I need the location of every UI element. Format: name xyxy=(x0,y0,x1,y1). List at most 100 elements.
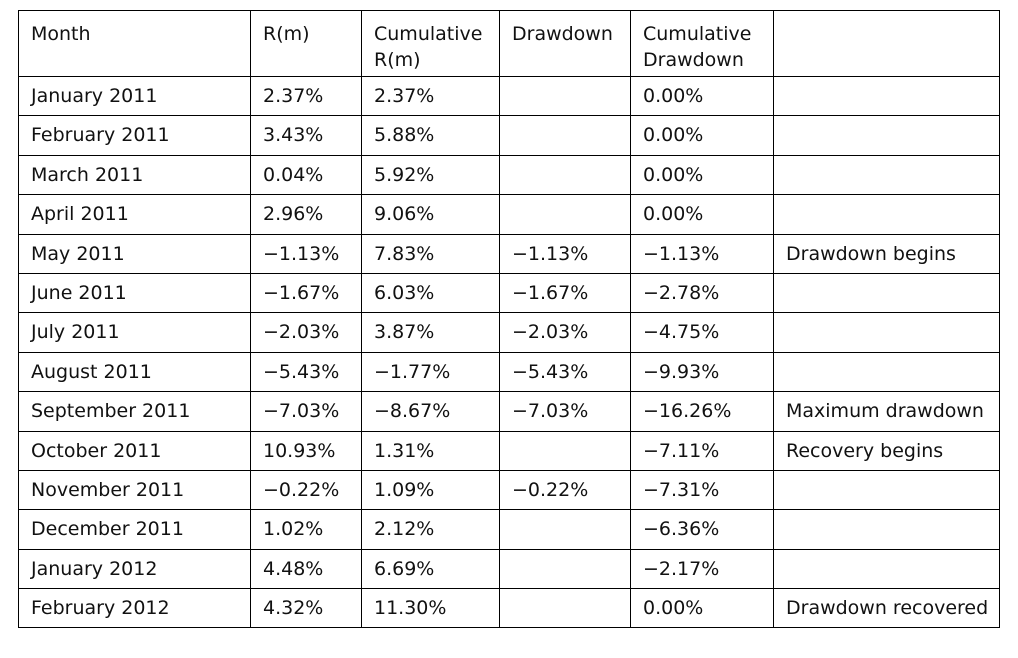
month-cell: November 2011 xyxy=(18,469,251,511)
cumulative-return-cell: 9.06% xyxy=(361,194,500,235)
cumulative-return-cell: −1.77% xyxy=(361,351,500,393)
note-cell xyxy=(773,75,1000,117)
cumulative-drawdown-cell: −4.75% xyxy=(630,312,774,353)
table-row: May 2011 −1.13% 7.83% −1.13% −1.13% Drawdown … xyxy=(18,233,1000,274)
return-cell: 2.96% xyxy=(250,194,362,235)
month-cell: January 2011 xyxy=(18,75,251,117)
return-cell: 0.04% xyxy=(250,154,362,196)
cumulative-drawdown-cell: −7.11% xyxy=(630,430,774,471)
table-row: October 2011 10.93% 1.31% −7.11% Recovery be… xyxy=(18,430,1000,471)
return-cell: 4.32% xyxy=(250,588,362,629)
cumulative-drawdown-cell: 0.00% xyxy=(630,115,774,156)
table-header-row: Month R(m) Cumulative R(m) Drawdown Cumu… xyxy=(18,10,1000,77)
cumulative-return-cell: 5.88% xyxy=(361,115,500,156)
cumulative-drawdown-cell: −6.36% xyxy=(630,509,774,550)
cumulative-return-cell: −8.67% xyxy=(361,391,500,432)
return-cell: 10.93% xyxy=(250,430,362,471)
table-row: June 2011 −1.67% 6.03% −1.67% −2.78% xyxy=(18,272,1000,314)
note-cell xyxy=(773,509,1000,550)
table-row: January 2012 4.48% 6.69% −2.17% xyxy=(18,548,1000,590)
cumulative-return-cell: 7.83% xyxy=(361,233,500,274)
note-cell xyxy=(773,312,1000,353)
cumulative-return-cell: 1.31% xyxy=(361,430,500,471)
header-return: R(m) xyxy=(250,10,362,77)
drawdown-cell xyxy=(499,75,631,117)
note-cell xyxy=(773,351,1000,393)
month-cell: July 2011 xyxy=(18,312,251,353)
note-cell xyxy=(773,272,1000,314)
cumulative-drawdown-cell: −9.93% xyxy=(630,351,774,393)
drawdown-cell xyxy=(499,154,631,196)
month-cell: December 2011 xyxy=(18,509,251,550)
header-month: Month xyxy=(18,10,251,77)
month-cell: September 2011 xyxy=(18,391,251,432)
month-cell: January 2012 xyxy=(18,548,251,590)
drawdown-cell xyxy=(499,115,631,156)
table-row: February 2012 4.32% 11.30% 0.00% Drawdown re… xyxy=(18,588,1000,629)
drawdown-table: Month R(m) Cumulative R(m) Drawdown Cumu… xyxy=(18,10,1000,629)
note-cell xyxy=(773,115,1000,156)
cumulative-return-cell: 2.12% xyxy=(361,509,500,550)
month-cell: June 2011 xyxy=(18,272,251,314)
drawdown-cell: −5.43% xyxy=(499,351,631,393)
return-cell: −2.03% xyxy=(250,312,362,353)
cumulative-drawdown-cell: −2.17% xyxy=(630,548,774,590)
return-cell: −0.22% xyxy=(250,469,362,511)
return-cell: 2.37% xyxy=(250,75,362,117)
note-cell: Maximum drawdown xyxy=(773,391,1000,432)
note-cell: Drawdown recovered xyxy=(773,588,1000,629)
drawdown-cell xyxy=(499,509,631,550)
table-row: November 2011 −0.22% 1.09% −0.22% −7.31% xyxy=(18,469,1000,511)
cumulative-return-cell: 11.30% xyxy=(361,588,500,629)
table-row: January 2011 2.37% 2.37% 0.00% xyxy=(18,75,1000,117)
month-cell: March 2011 xyxy=(18,154,251,196)
drawdown-cell: −1.67% xyxy=(499,272,631,314)
table-row: September 2011 −7.03% −8.67% −7.03% −16.26% M… xyxy=(18,391,1000,432)
table-row: July 2011 −2.03% 3.87% −2.03% −4.75% xyxy=(18,312,1000,353)
cumulative-return-cell: 3.87% xyxy=(361,312,500,353)
return-cell: 1.02% xyxy=(250,509,362,550)
drawdown-cell: −2.03% xyxy=(499,312,631,353)
cumulative-drawdown-cell: 0.00% xyxy=(630,75,774,117)
note-cell: Recovery begins xyxy=(773,430,1000,471)
cumulative-return-cell: 1.09% xyxy=(361,469,500,511)
drawdown-cell: −7.03% xyxy=(499,391,631,432)
table-row: February 2011 3.43% 5.88% 0.00% xyxy=(18,115,1000,156)
return-cell: −1.13% xyxy=(250,233,362,274)
drawdown-cell xyxy=(499,588,631,629)
header-cumulative-drawdown: Cumulative Drawdown xyxy=(630,10,774,77)
table-row: March 2011 0.04% 5.92% 0.00% xyxy=(18,154,1000,196)
cumulative-drawdown-cell: 0.00% xyxy=(630,588,774,629)
month-cell: October 2011 xyxy=(18,430,251,471)
note-cell: Drawdown begins xyxy=(773,233,1000,274)
cumulative-drawdown-cell: −16.26% xyxy=(630,391,774,432)
month-cell: May 2011 xyxy=(18,233,251,274)
month-cell: April 2011 xyxy=(18,194,251,235)
note-cell xyxy=(773,154,1000,196)
note-cell xyxy=(773,548,1000,590)
note-cell xyxy=(773,194,1000,235)
cumulative-drawdown-cell: −1.13% xyxy=(630,233,774,274)
cumulative-return-cell: 2.37% xyxy=(361,75,500,117)
return-cell: −1.67% xyxy=(250,272,362,314)
table-row: December 2011 1.02% 2.12% −6.36% xyxy=(18,509,1000,550)
table-row: August 2011 −5.43% −1.77% −5.43% −9.93% xyxy=(18,351,1000,393)
cumulative-drawdown-cell: 0.00% xyxy=(630,154,774,196)
return-cell: −7.03% xyxy=(250,391,362,432)
table-row: April 2011 2.96% 9.06% 0.00% xyxy=(18,194,1000,235)
month-cell: August 2011 xyxy=(18,351,251,393)
return-cell: −5.43% xyxy=(250,351,362,393)
note-cell xyxy=(773,469,1000,511)
header-note xyxy=(773,10,1000,77)
drawdown-cell: −1.13% xyxy=(499,233,631,274)
drawdown-cell xyxy=(499,548,631,590)
month-cell: February 2012 xyxy=(18,588,251,629)
drawdown-cell xyxy=(499,430,631,471)
header-drawdown: Drawdown xyxy=(499,10,631,77)
drawdown-cell: −0.22% xyxy=(499,469,631,511)
return-cell: 3.43% xyxy=(250,115,362,156)
month-cell: February 2011 xyxy=(18,115,251,156)
cumulative-drawdown-cell: −7.31% xyxy=(630,469,774,511)
return-cell: 4.48% xyxy=(250,548,362,590)
cumulative-drawdown-cell: −2.78% xyxy=(630,272,774,314)
